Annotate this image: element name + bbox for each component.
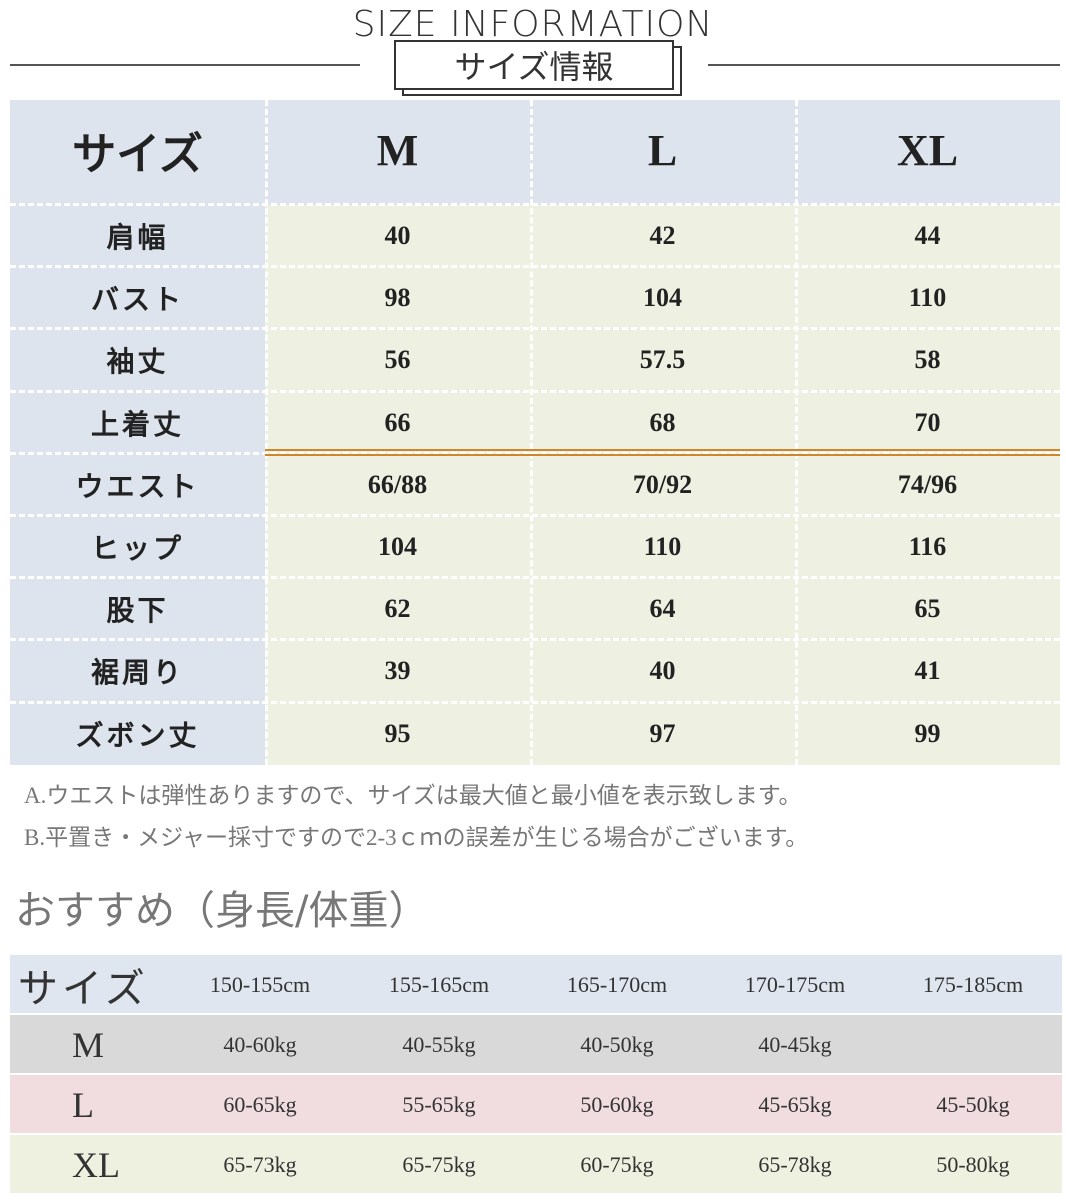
row-divider xyxy=(10,451,1060,455)
row-divider xyxy=(10,514,1060,517)
cell-value: 40 xyxy=(384,221,411,251)
column-header: サイズ xyxy=(72,129,203,180)
section-divider xyxy=(265,448,1060,456)
row-label: 袖丈 xyxy=(106,345,169,379)
cell-value: 39 xyxy=(384,656,411,686)
cell-value: 66/88 xyxy=(367,469,428,499)
row-divider xyxy=(10,265,1060,269)
cell-value: 65 xyxy=(914,594,941,624)
cell-value: 40 xyxy=(649,656,676,686)
cell-value: 62 xyxy=(384,594,411,624)
cell-value: 56 xyxy=(384,345,411,375)
cell-value: 104 xyxy=(643,283,682,313)
cell-value: 44 xyxy=(914,221,941,251)
header-rule xyxy=(10,64,360,66)
cell-value: 45-65kg xyxy=(758,1092,832,1117)
cell-value: 99 xyxy=(914,718,941,748)
cell-value: 110 xyxy=(643,532,682,562)
cell-value: 74/96 xyxy=(897,469,958,499)
cell-value: 40-55kg xyxy=(402,1032,476,1057)
cell-value: 175-185cm xyxy=(922,972,1024,997)
row-divider xyxy=(10,203,1060,206)
cell-value: 70/92 xyxy=(632,469,693,499)
row-label: 裾周り xyxy=(90,656,184,690)
row-divider xyxy=(10,576,1060,580)
column-divider xyxy=(265,100,268,765)
note: B.平置き・メジャー採寸ですので2-3ｃｍの誤差が生じる場合がございます。 xyxy=(24,825,809,850)
cell-value: 58 xyxy=(914,345,941,375)
row-label: サイズ xyxy=(18,966,149,1012)
header-title: SIZE INFORMATION xyxy=(352,4,714,45)
row-bg xyxy=(10,1135,1062,1193)
row-label: ヒップ xyxy=(90,532,184,566)
cell-value: 55-65kg xyxy=(402,1092,476,1117)
cell-value: 104 xyxy=(378,532,417,562)
cell-value: 110 xyxy=(908,283,947,313)
header-subtitle: サイズ情報 xyxy=(394,40,674,90)
cell-value: 70 xyxy=(914,407,941,437)
cell-value: 68 xyxy=(649,407,676,437)
cell-value: 65-73kg xyxy=(223,1152,297,1177)
row-divider xyxy=(10,327,1060,331)
row-bg xyxy=(10,1015,1062,1073)
row-divider xyxy=(10,700,1060,704)
cell-value: 165-170cm xyxy=(566,972,668,997)
cell-value: 50-60kg xyxy=(580,1092,654,1117)
row-divider xyxy=(10,638,1060,642)
cell-value: 95 xyxy=(384,718,411,748)
cell-value: 64 xyxy=(649,594,676,624)
cell-value: 150-155cm xyxy=(209,972,311,997)
column-header: L xyxy=(647,125,678,175)
note: A.ウエストは弾性ありますので、サイズは最大値と最小値を表示致します。 xyxy=(24,783,802,808)
cell-value: 170-175cm xyxy=(744,972,846,997)
cell-value: 155-165cm xyxy=(388,972,490,997)
column-divider xyxy=(530,100,533,765)
cell-value: 41 xyxy=(914,656,941,686)
cell-value: 65-75kg xyxy=(402,1152,476,1177)
cell-value: 45-50kg xyxy=(936,1092,1010,1117)
cell-value: 42 xyxy=(649,221,676,251)
data-bg xyxy=(265,205,1060,765)
recommend-title: おすすめ（身長/体重） xyxy=(15,888,429,934)
row-label: 股下 xyxy=(106,594,169,628)
cell-value: 116 xyxy=(908,532,947,562)
row-label: M xyxy=(72,1025,105,1065)
header-rule xyxy=(708,64,1060,66)
row-bg xyxy=(10,955,1062,1013)
cell-value: 60-75kg xyxy=(580,1152,654,1177)
cell-value: 65-78kg xyxy=(758,1152,832,1177)
cell-value: 98 xyxy=(384,283,411,313)
cell-value: 60-65kg xyxy=(223,1092,297,1117)
column-header: XL xyxy=(896,125,959,175)
row-label: バスト xyxy=(90,283,184,317)
column-divider xyxy=(795,100,798,765)
row-bg xyxy=(10,1075,1062,1133)
cell-value: 66 xyxy=(384,407,411,437)
row-divider xyxy=(10,389,1060,393)
column-header: M xyxy=(376,125,419,175)
row-label: ウエスト xyxy=(75,469,200,503)
row-label: 上着丈 xyxy=(90,407,184,441)
row-label: ズボン丈 xyxy=(75,718,200,752)
cell-value: 50-80kg xyxy=(936,1152,1010,1177)
row-label: XL xyxy=(72,1145,120,1185)
row-label: L xyxy=(72,1085,94,1125)
cell-value: 97 xyxy=(649,718,676,748)
row-label: 肩幅 xyxy=(106,221,169,255)
cell-value: 40-50kg xyxy=(580,1032,654,1057)
cell-value: 57.5 xyxy=(639,345,686,375)
cell-value: 40-60kg xyxy=(223,1032,297,1057)
cell-value: 40-45kg xyxy=(758,1032,832,1057)
